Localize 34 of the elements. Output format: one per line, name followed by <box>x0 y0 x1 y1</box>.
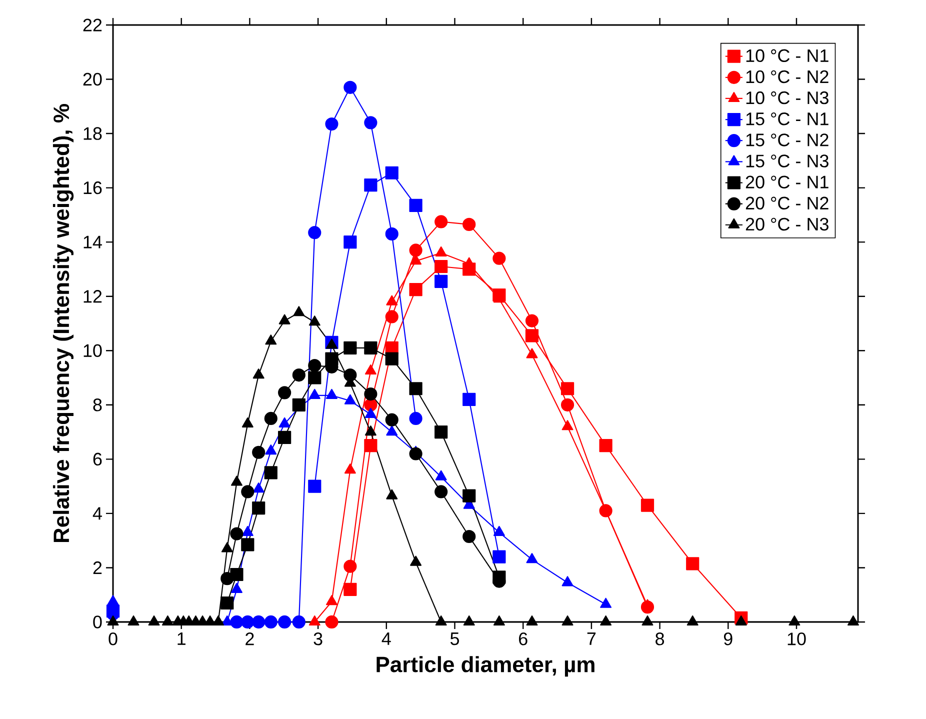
x-tick-label: 4 <box>382 632 391 645</box>
x-tick-label: 10 <box>788 632 806 646</box>
y-tick-label: 10 <box>84 344 102 357</box>
y-tick-label: 2 <box>93 561 102 574</box>
y-tick-label: 12 <box>84 290 102 303</box>
y-tick-label: 22 <box>83 18 102 32</box>
y-tick-label: 20 <box>83 72 102 86</box>
y-tick-label: 8 <box>93 398 102 412</box>
x-axis-title: Particle diameter, µm <box>376 656 594 677</box>
legend-label: 20 °C - N1 <box>746 176 828 188</box>
x-tick-label: 6 <box>519 632 528 646</box>
x-tick-label: 0 <box>108 632 118 646</box>
x-tick-label: 3 <box>314 632 322 646</box>
x-tick-label: 2 <box>246 632 254 646</box>
legend-label: 10 °C - N2 <box>746 70 828 84</box>
x-tick-label: 8 <box>656 632 664 646</box>
y-tick-label: 6 <box>93 452 102 466</box>
legend-label: 10 °C - N3 <box>746 91 828 104</box>
y-tick-label: 14 <box>84 236 102 248</box>
x-tick-label: 7 <box>587 632 596 645</box>
legend-label: 15 °C - N3 <box>746 154 828 168</box>
legend-label: 15 °C - N1 <box>746 112 828 126</box>
x-tick-label: 1 <box>178 632 186 645</box>
legend-label: 10 °C - N1 <box>746 49 828 62</box>
y-tick-label: 16 <box>84 181 102 194</box>
y-tick-label: 4 <box>92 507 102 520</box>
y-tick-label: 18 <box>84 127 102 140</box>
legend-label: 20 °C - N2 <box>746 196 828 210</box>
legend-label: 20 °C - N3 <box>746 218 828 231</box>
legend-label: 15 °C - N2 <box>746 134 828 146</box>
y-axis-title: Relative frequency (Intensity weighted), % <box>52 104 74 542</box>
y-tick-label: 0 <box>93 616 102 628</box>
x-tick-label: 5 <box>450 632 459 646</box>
x-tick-label: 9 <box>724 632 732 646</box>
